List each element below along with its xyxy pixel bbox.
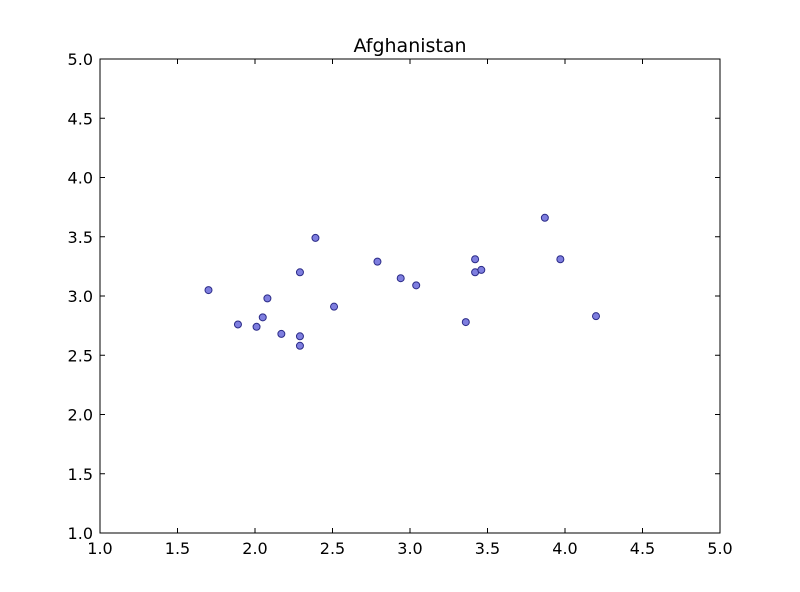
data-point [540, 213, 549, 222]
x-tick-label: 1.5 [165, 539, 190, 558]
data-point [233, 320, 242, 329]
y-tick-label: 3.0 [68, 287, 93, 306]
data-point [412, 281, 421, 290]
data-point [295, 268, 304, 277]
x-tick-label: 2.5 [320, 539, 345, 558]
x-tick-label: 2.0 [242, 539, 267, 558]
y-tick-label: 1.0 [68, 524, 93, 543]
axis-ticks: 1.0 1.5 2.0 2.5 3.0 3.5 4.0 4.5 5.0 1.0 1.5 2.0 2.5 3… [68, 50, 733, 558]
y-tick-label: 2.5 [68, 346, 93, 365]
data-point [204, 286, 213, 295]
x-tick-label: 4.5 [630, 539, 655, 558]
y-tick-label: 3.5 [68, 228, 93, 247]
x-tick-label: 3.5 [475, 539, 500, 558]
data-point [252, 322, 261, 331]
data-point [277, 329, 286, 338]
data-point [311, 233, 320, 242]
data-points [204, 213, 600, 350]
data-point [373, 257, 382, 266]
chart-title: Afghanistan [353, 35, 466, 57]
y-tick-label: 4.5 [68, 109, 93, 128]
data-point [263, 294, 272, 303]
y-tick-label: 2.0 [68, 406, 93, 425]
x-tick-label: 4.0 [552, 539, 577, 558]
data-point [295, 332, 304, 341]
data-point [330, 302, 339, 311]
y-tick-label: 1.5 [68, 465, 93, 484]
plot-frame [99, 58, 721, 534]
data-point [471, 255, 480, 264]
data-point [295, 341, 304, 350]
y-tick-label: 5.0 [68, 50, 93, 69]
data-point [396, 274, 405, 283]
x-tick-label: 3.0 [397, 539, 422, 558]
data-point [477, 265, 486, 274]
data-point [556, 255, 565, 264]
x-tick-label: 1.0 [87, 539, 112, 558]
x-tick-label: 5.0 [707, 539, 732, 558]
y-tick-label: 4.0 [68, 169, 93, 188]
data-point [592, 312, 600, 321]
data-point [461, 318, 470, 327]
data-point [258, 313, 267, 322]
